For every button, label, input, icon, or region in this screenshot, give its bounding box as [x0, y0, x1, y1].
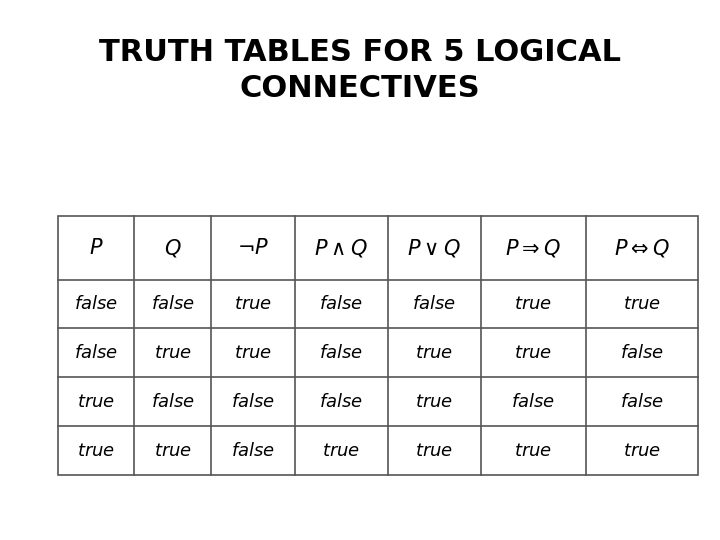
Text: $false$: $false$: [621, 393, 665, 411]
Text: $true$: $true$: [154, 344, 192, 362]
Text: $true$: $true$: [77, 442, 115, 460]
Text: $false$: $false$: [412, 295, 456, 313]
Text: $P \Rightarrow Q$: $P \Rightarrow Q$: [505, 237, 562, 259]
Text: $true$: $true$: [415, 344, 453, 362]
Text: $P \wedge Q$: $P \wedge Q$: [315, 237, 368, 259]
Text: $true$: $true$: [624, 295, 662, 313]
Text: $false$: $false$: [231, 393, 275, 411]
Text: $false$: $false$: [74, 344, 118, 362]
Text: $true$: $true$: [322, 442, 360, 460]
Text: $Q$: $Q$: [164, 237, 181, 259]
Text: $true$: $true$: [415, 393, 453, 411]
Text: $false$: $false$: [74, 295, 118, 313]
Text: $true$: $true$: [77, 393, 115, 411]
Text: $true$: $true$: [514, 295, 552, 313]
Text: $false$: $false$: [319, 393, 363, 411]
Text: $false$: $false$: [621, 344, 665, 362]
Text: $false$: $false$: [151, 393, 195, 411]
Text: $false$: $false$: [319, 295, 363, 313]
Text: $false$: $false$: [511, 393, 555, 411]
Text: $P \vee Q$: $P \vee Q$: [408, 237, 461, 259]
Text: $true$: $true$: [624, 442, 662, 460]
Text: $\neg P$: $\neg P$: [237, 238, 269, 258]
Text: $true$: $true$: [234, 295, 272, 313]
Text: $P \Leftrightarrow Q$: $P \Leftrightarrow Q$: [614, 237, 670, 259]
Text: $false$: $false$: [151, 295, 195, 313]
Text: $P$: $P$: [89, 238, 104, 258]
Text: $true$: $true$: [154, 442, 192, 460]
Text: TRUTH TABLES FOR 5 LOGICAL
CONNECTIVES: TRUTH TABLES FOR 5 LOGICAL CONNECTIVES: [99, 38, 621, 103]
Text: $false$: $false$: [319, 344, 363, 362]
Text: $false$: $false$: [231, 442, 275, 460]
Text: $true$: $true$: [415, 442, 453, 460]
Text: $true$: $true$: [234, 344, 272, 362]
Text: $true$: $true$: [514, 442, 552, 460]
Text: $true$: $true$: [514, 344, 552, 362]
